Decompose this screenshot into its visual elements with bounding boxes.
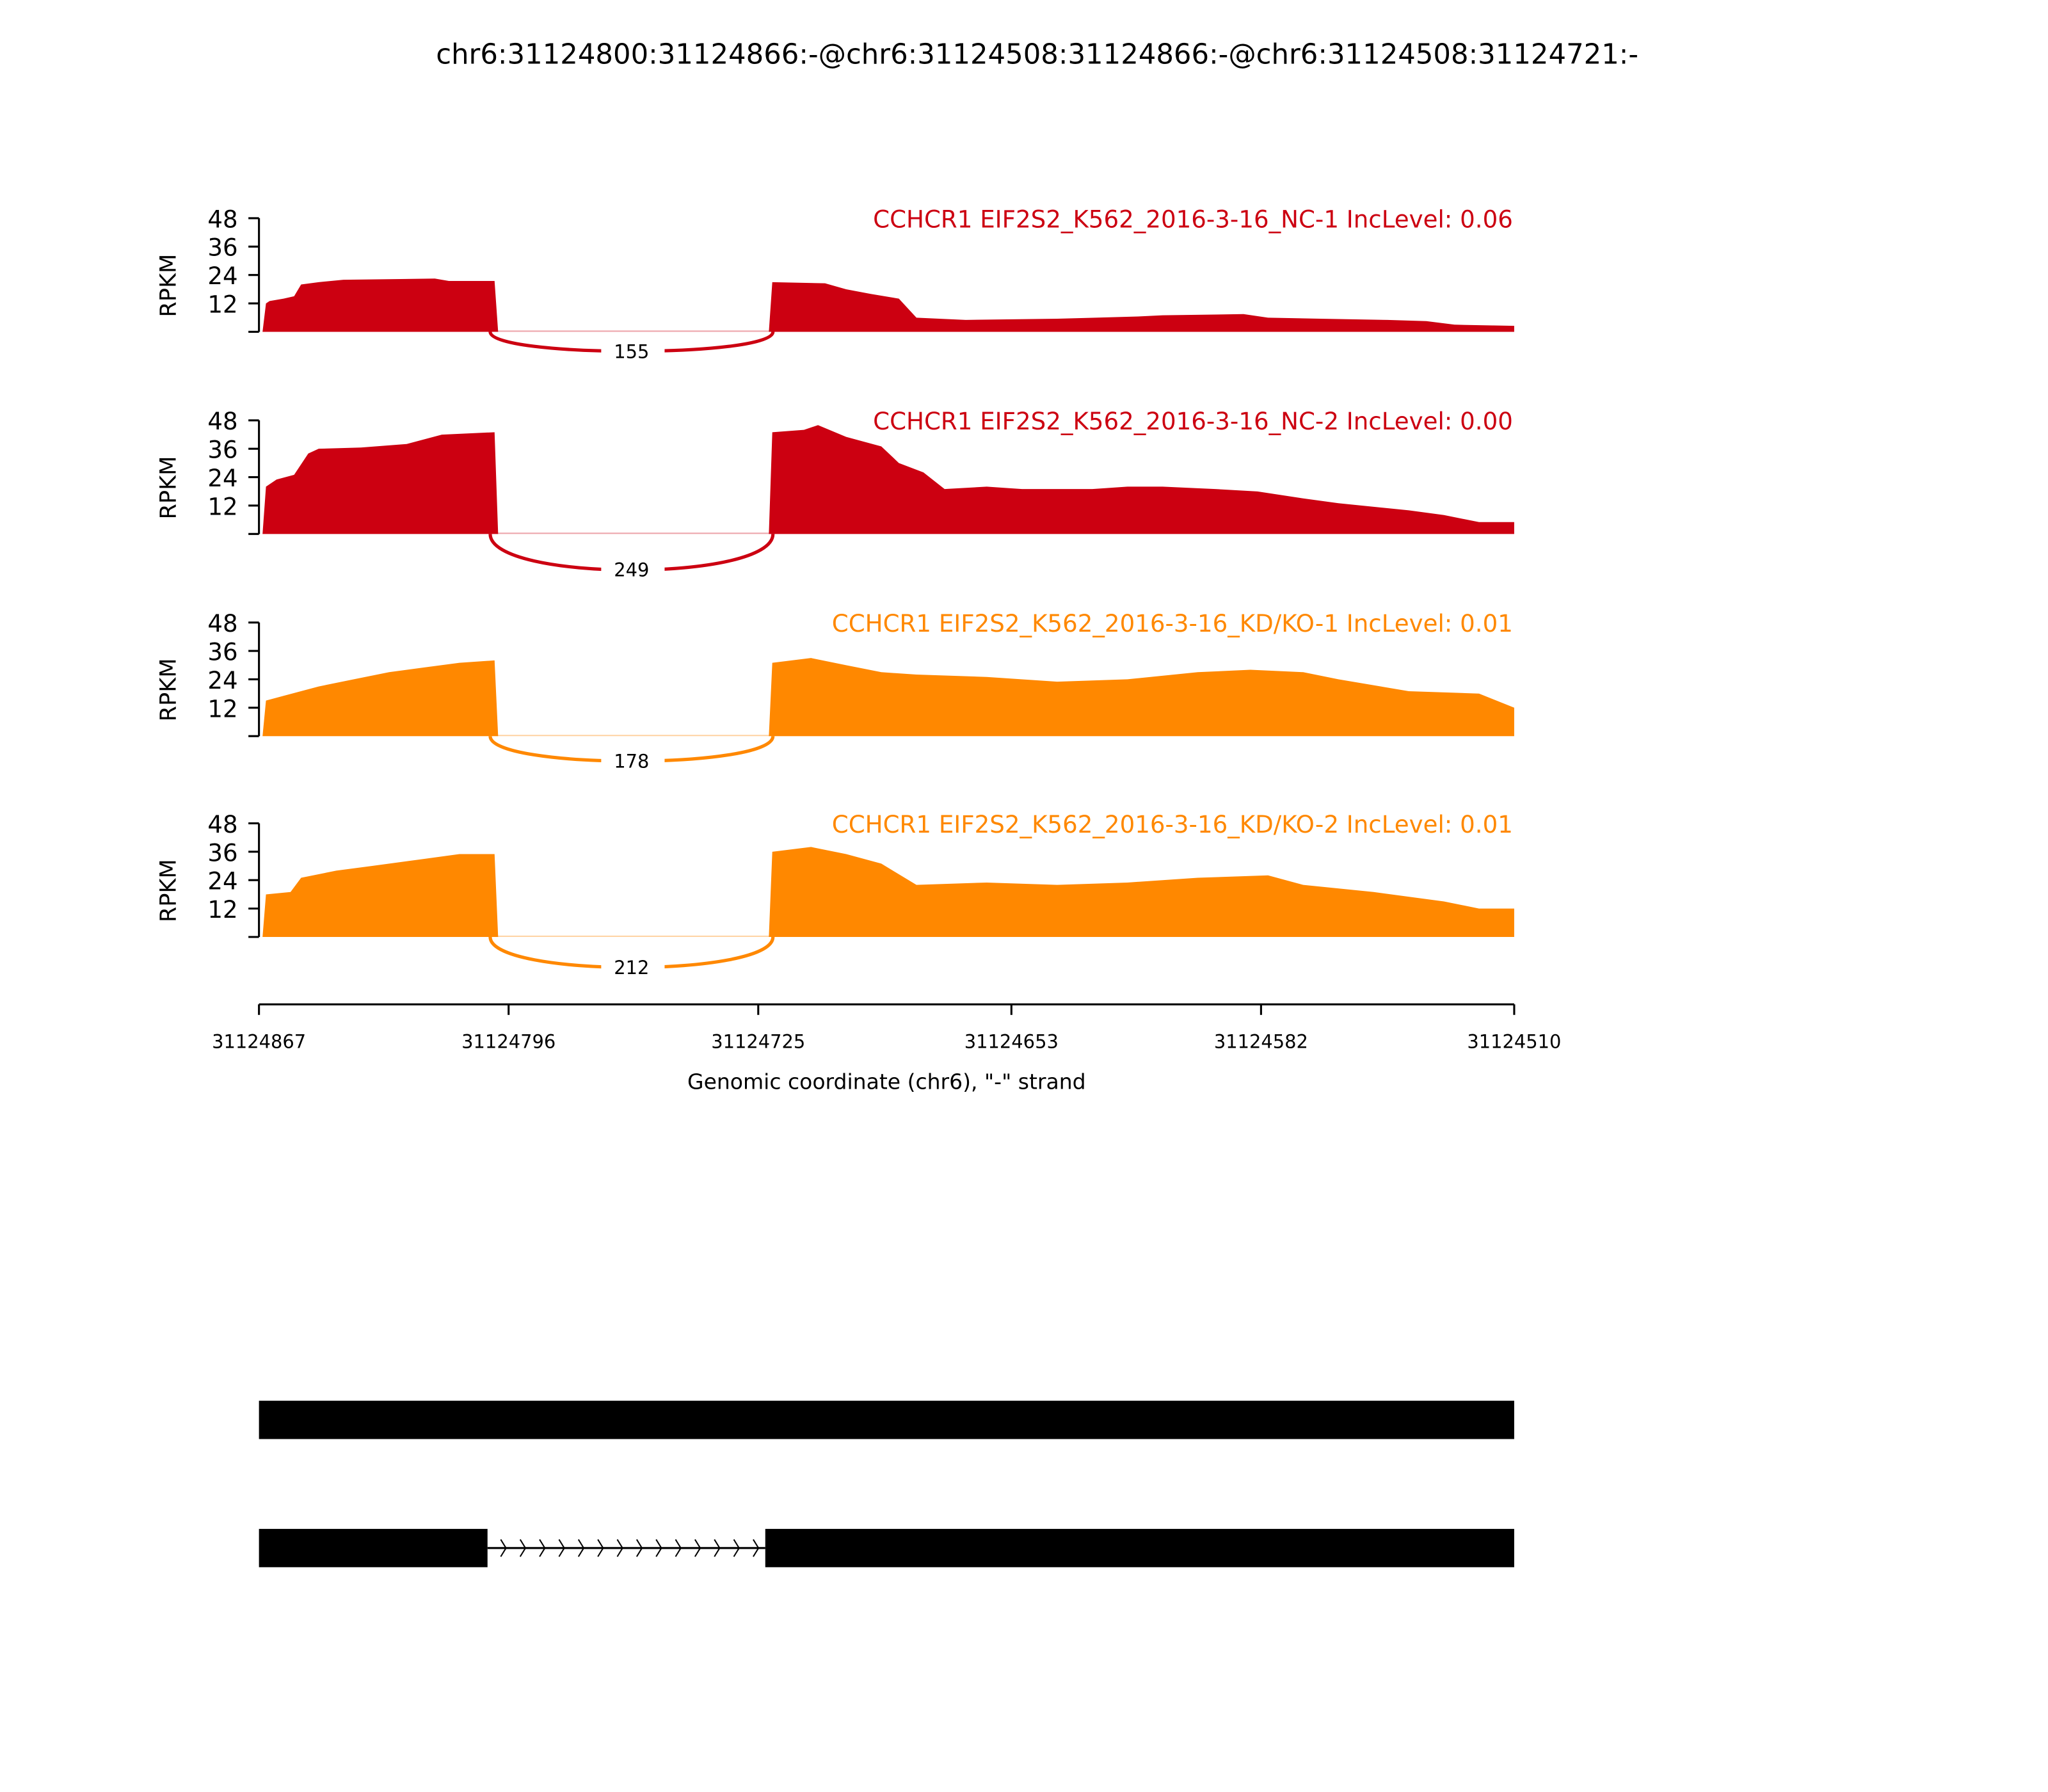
sample-label: CCHCR1 EIF2S2_K562_2016-3-16_KD/KO-1 Inc… — [832, 610, 1513, 637]
junction-count: 249 — [614, 559, 649, 580]
y-tick-label: 48 — [207, 205, 237, 233]
strand-arrow-icon — [597, 1539, 604, 1557]
strand-arrow-icon — [500, 1539, 507, 1557]
y-axis-label: RPKM — [156, 659, 182, 722]
coverage-area-exon1 — [262, 432, 499, 534]
x-tick-label: 31124796 — [461, 1030, 556, 1052]
strand-arrow-icon — [753, 1539, 760, 1557]
y-tick-label: 24 — [207, 262, 237, 290]
y-tick-label: 48 — [207, 811, 237, 838]
y-tick-label: 36 — [207, 839, 237, 867]
strand-arrow-icon — [519, 1539, 527, 1557]
strand-arrow-icon — [655, 1539, 662, 1557]
y-tick-label: 36 — [207, 234, 237, 262]
strand-arrow-icon — [577, 1539, 585, 1557]
y-tick-label: 24 — [207, 667, 237, 694]
y-tick-label: 36 — [207, 436, 237, 464]
strand-arrow-icon — [675, 1539, 682, 1557]
x-tick-label: 31124582 — [1214, 1030, 1308, 1052]
strand-arrow-icon — [714, 1539, 721, 1557]
coverage-area-exon2 — [769, 847, 1514, 937]
x-axis: 31124867 31124796 31124725 31124653 31124582… — [212, 1003, 1561, 1052]
junction-label-bg — [601, 955, 665, 980]
transcript-track — [259, 1528, 1514, 1567]
x-tick-label: 31124653 — [964, 1030, 1059, 1052]
strand-arrow-icon — [636, 1539, 643, 1557]
sample-label: CCHCR1 EIF2S2_K562_2016-3-16_KD/KO-2 Inc… — [832, 811, 1513, 838]
y-tick-label: 12 — [207, 695, 237, 723]
exon-block — [259, 1528, 488, 1567]
x-tick-label: 31124725 — [711, 1030, 805, 1052]
sample-label: CCHCR1 EIF2S2_K562_2016-3-16_NC-2 IncLev… — [873, 408, 1513, 435]
x-tick-label: 31124867 — [212, 1030, 306, 1052]
y-tick-label: 36 — [207, 638, 237, 666]
junction-label-bg — [601, 557, 665, 582]
strand-arrow-icon — [733, 1539, 740, 1557]
x-axis-label: Genomic coordinate (chr6), "-" strand — [687, 1069, 1086, 1094]
y-axis-label: RPKM — [156, 456, 182, 520]
y-axis-label: RPKM — [156, 254, 182, 317]
y-axis-label: RPKM — [156, 859, 182, 922]
coverage-area-exon1 — [262, 278, 499, 332]
strand-arrow-icon — [694, 1539, 701, 1557]
strand-arrow-icon — [616, 1539, 623, 1557]
y-tick-label: 12 — [207, 291, 237, 319]
coverage-area-exon1 — [262, 660, 499, 737]
junction-label-bg — [601, 339, 665, 364]
coverage-area-exon1 — [262, 854, 499, 937]
sample-label: CCHCR1 EIF2S2_K562_2016-3-16_NC-1 IncLev… — [873, 205, 1513, 233]
gene-tracks — [259, 1400, 1514, 1567]
y-tick-label: 48 — [207, 408, 237, 435]
coverage-area-exon2 — [769, 425, 1514, 534]
junction-count: 178 — [614, 751, 649, 772]
chart-title: chr6:31124800:31124866:-@chr6:31124508:3… — [436, 38, 1638, 70]
y-tick-label: 12 — [207, 493, 237, 520]
junction-label-bg — [601, 749, 665, 773]
transcript-track — [259, 1400, 1514, 1439]
strand-arrow-icon — [558, 1539, 565, 1557]
x-tick-label: 31124510 — [1467, 1030, 1561, 1052]
y-tick-label: 24 — [207, 868, 237, 895]
coverage-area-exon2 — [769, 282, 1514, 332]
y-tick-label: 48 — [207, 610, 237, 637]
strand-arrow-icon — [539, 1539, 546, 1557]
junction-count: 212 — [614, 957, 649, 979]
exon-block — [765, 1528, 1514, 1567]
y-tick-label: 12 — [207, 896, 237, 924]
y-tick-label: 24 — [207, 465, 237, 492]
coverage-area-exon2 — [769, 658, 1514, 737]
junction-count: 155 — [614, 341, 649, 363]
exon-block — [259, 1400, 1514, 1439]
